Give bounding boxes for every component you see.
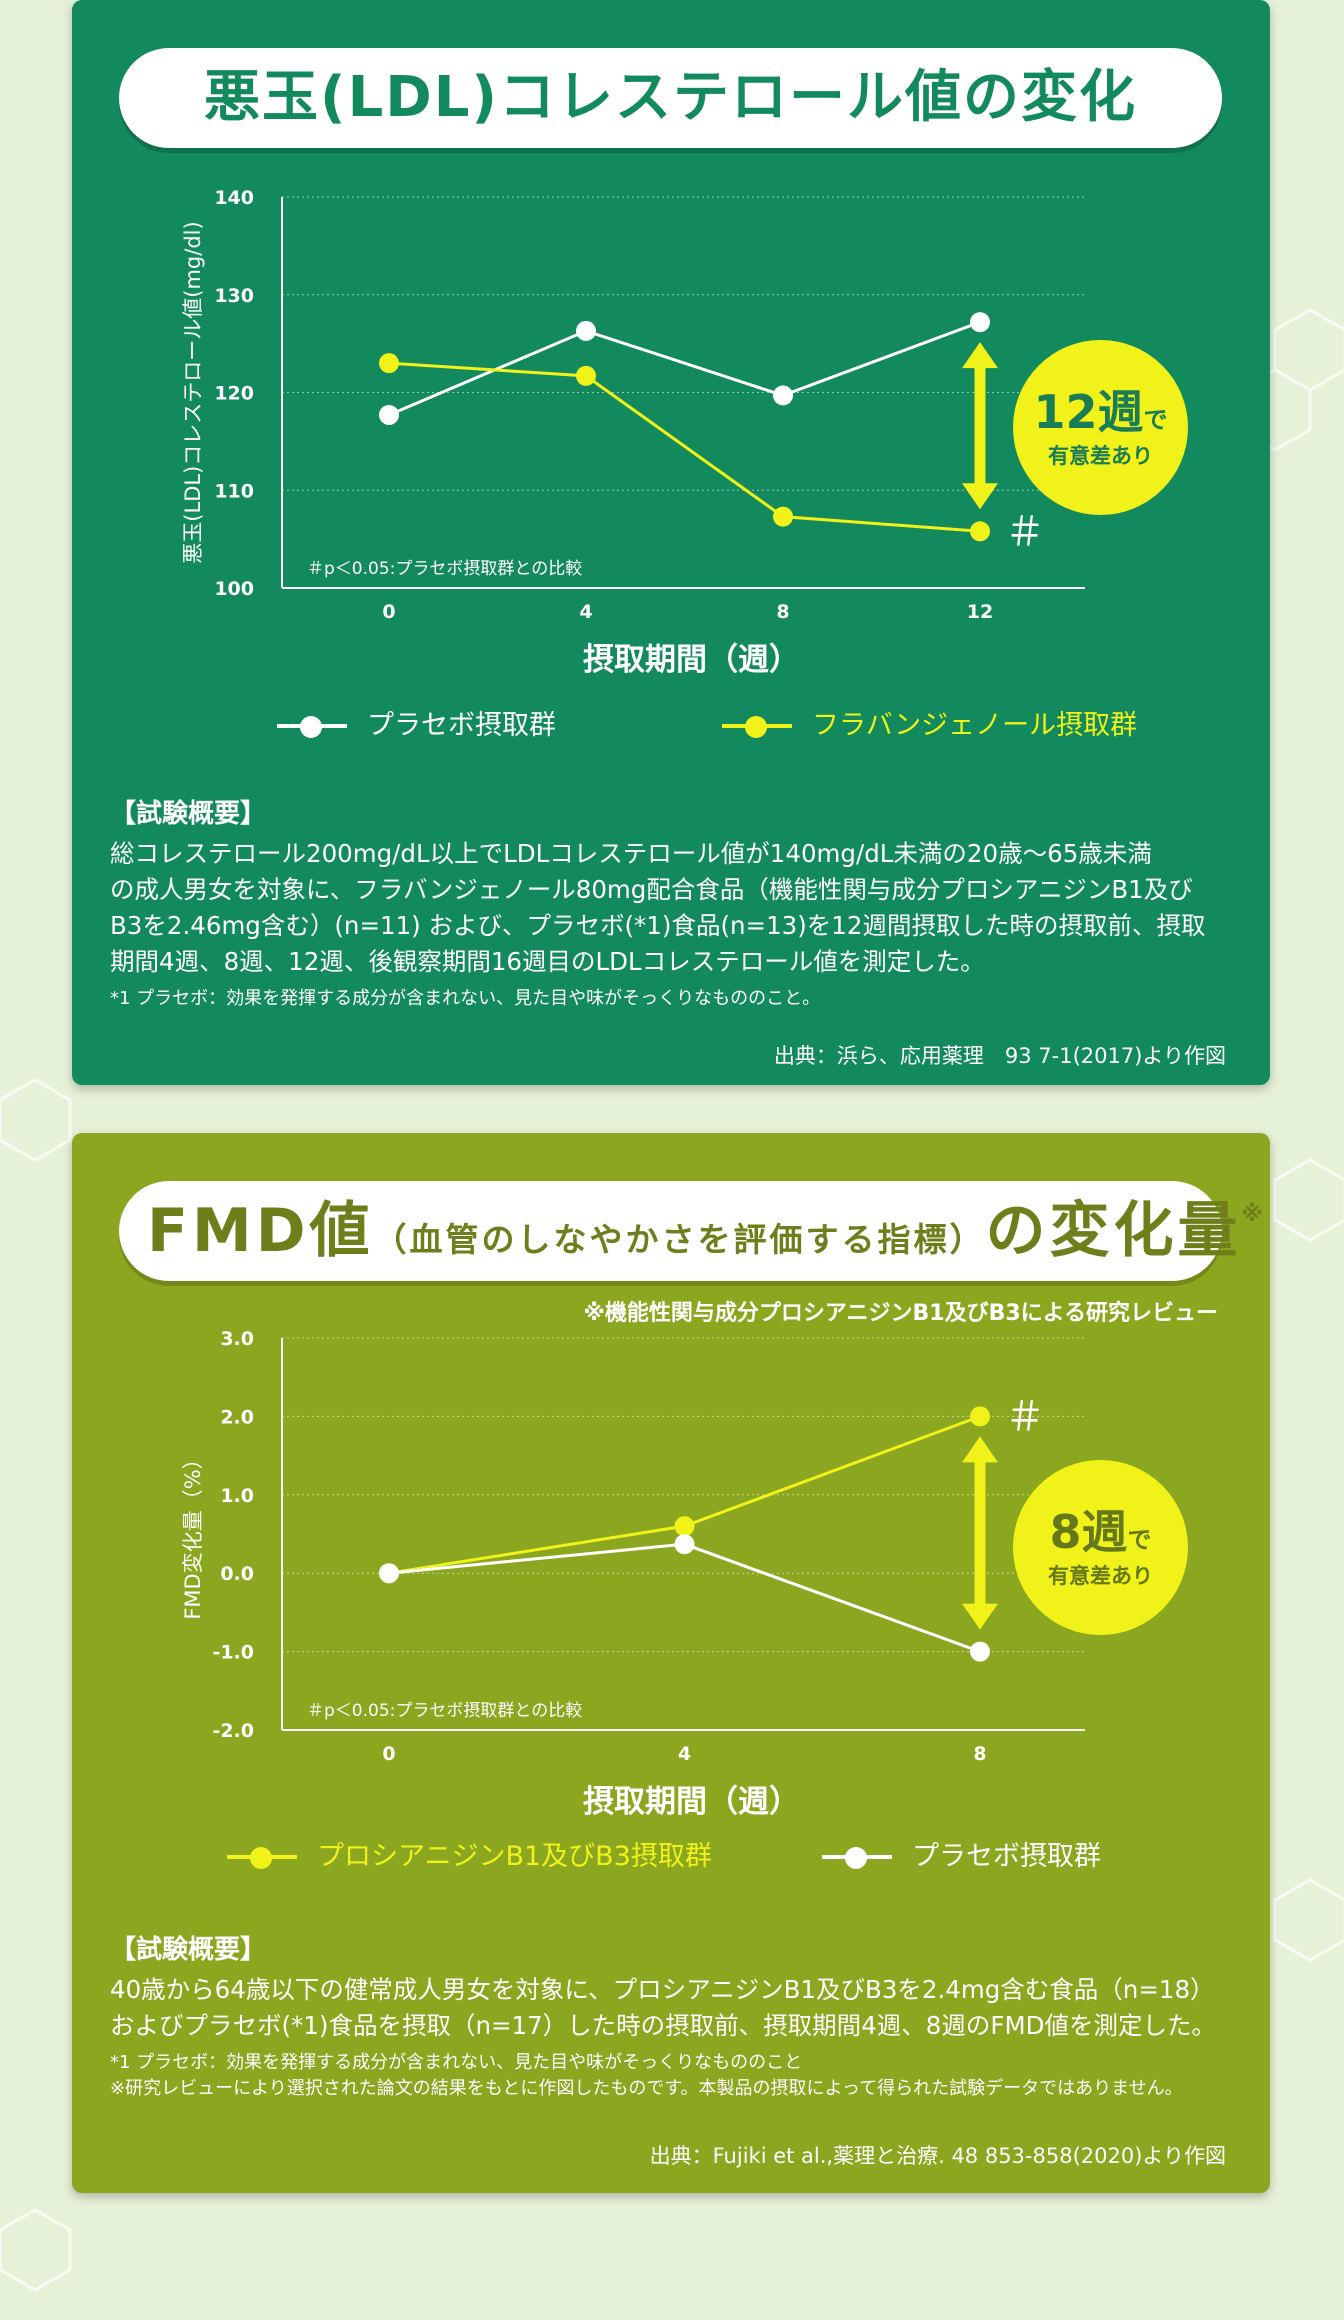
summary-heading: 【試験概要】 xyxy=(110,1935,267,1965)
title-part-fmd: FMD値 xyxy=(147,1196,374,1266)
data-point xyxy=(970,521,990,542)
x-tick-label: 0 xyxy=(382,1743,395,1765)
title-part-change: の変化量 xyxy=(985,1196,1242,1266)
data-point xyxy=(970,1406,990,1427)
series-line xyxy=(388,361,981,533)
summary-heading: 【試験概要】 xyxy=(110,799,267,829)
data-point xyxy=(576,320,596,341)
ldl-badge-suffix: で xyxy=(1143,406,1168,434)
y-axis-label: FMD変化量（%） xyxy=(181,1448,205,1619)
arrow-head-down xyxy=(962,483,998,510)
y-tick-label: 1.0 xyxy=(220,1485,254,1507)
significance-footnote: ＃p＜0.05:プラセボ摂取群との比較 xyxy=(307,559,582,579)
y-tick-label: -1.0 xyxy=(212,1642,254,1664)
fmd-source: 出典：Fujiki et al.,薬理と治療. 48 853-858(2020)… xyxy=(649,2144,1226,2168)
data-point xyxy=(674,1534,695,1555)
significance-hash: ＃ xyxy=(1005,1394,1045,1440)
summary-body: 総コレステロール200mg/dL以上でLDLコレステロール値が140mg/dL未… xyxy=(110,839,1206,976)
x-tick-label: 4 xyxy=(678,1743,691,1765)
summary-note: *1 プラセボ：効果を発揮する成分が含まれない、見た目や味がそっくりなもののこと… xyxy=(110,988,821,1009)
fmd-legend: プロシアニジンB1及びB3摂取群 プラセボ摂取群 xyxy=(227,1837,1227,1877)
arrow-head-down xyxy=(962,1603,998,1630)
significance-hash: ＃ xyxy=(1005,509,1045,555)
title-note-mark: ※ xyxy=(1241,1202,1263,1227)
x-axis-label: 摂取期間（週） xyxy=(583,642,800,678)
y-tick-label: 140 xyxy=(214,187,254,209)
ldl-cholesterol-panel: 悪玉(LDL)コレステロール値の変化 100 110 120 130 140 0 4 8 12 摂… xyxy=(72,0,1270,1085)
data-point xyxy=(674,1516,695,1537)
ldl-legend: プラセボ摂取群 フラバンジェノール摂取群 xyxy=(277,706,1177,746)
y-tick-label: 130 xyxy=(214,285,254,307)
x-tick-label: 4 xyxy=(579,601,592,623)
legend-label: フラバンジェノール摂取群 xyxy=(812,710,1138,741)
legend-label: プロシアニジンB1及びB3摂取群 xyxy=(317,1841,712,1872)
x-tick-label: 8 xyxy=(973,1743,986,1765)
fmd-study-summary: 【試験概要】 40歳から64歳以下の健常成人男女を対象に、プロシアニジンB1及び… xyxy=(110,1929,1216,2102)
data-point xyxy=(970,312,990,333)
y-tick-label: 120 xyxy=(214,383,254,405)
summary-note: *1 プラセボ：効果を発揮する成分が含まれない、見た目や味がそっくりなもののこと… xyxy=(110,2052,1183,2099)
fmd-badge-suffix: で xyxy=(1127,1526,1152,1554)
x-tick-label: 0 xyxy=(382,601,395,623)
significance-footnote: ＃p＜0.05:プラセボ摂取群との比較 xyxy=(307,1701,582,1721)
title-part-sub: （血管のしなやかさを評価する指標） xyxy=(373,1220,986,1259)
x-axis-label: 摂取期間（週） xyxy=(583,1784,800,1820)
legend-label: プラセボ摂取群 xyxy=(912,1841,1101,1872)
data-point xyxy=(379,353,399,374)
fmd-badge-sub: 有意差あり xyxy=(1048,1564,1153,1588)
fmd-badge-weeks: 8週 xyxy=(1049,1505,1128,1559)
summary-body: 40歳から64歳以下の健常成人男女を対象に、プロシアニジンB1及びB3を2.4m… xyxy=(110,1975,1216,2040)
legend-marker xyxy=(745,716,767,738)
data-point xyxy=(379,1563,399,1584)
ldl-line-chart: 100 110 120 130 140 0 4 8 12 摂取期間（週） 悪玉(LDL)コレステロー… xyxy=(181,187,1085,678)
arrow-head-up xyxy=(962,1436,998,1463)
fmd-significance-badge: 8週で 有意差あり xyxy=(1013,1460,1188,1635)
y-tick-label: 110 xyxy=(214,480,254,502)
data-point xyxy=(970,1641,990,1662)
fmd-review-note: ※機能性関与成分プロシアニジンB1及びB3による研究レビュー xyxy=(583,1301,1218,1326)
fmd-line-chart: -2.0 -1.0 0.0 1.0 2.0 3.0 0 4 8 摂取期間（週） FMD変化量（%） ＃… xyxy=(181,1328,1085,1820)
data-point xyxy=(773,506,793,527)
ldl-title-pill: 悪玉(LDL)コレステロール値の変化 xyxy=(119,48,1222,148)
y-tick-label: 0.0 xyxy=(220,1563,254,1585)
ldl-chart-title: 悪玉(LDL)コレステロール値の変化 xyxy=(203,65,1138,130)
y-tick-label: -2.0 xyxy=(212,1720,254,1742)
fmd-chart-title: FMD値（血管のしなやかさを評価する指標）の変化量※ xyxy=(147,1181,1263,1296)
x-tick-label: 12 xyxy=(967,601,993,623)
data-point xyxy=(773,385,793,406)
legend-label: プラセボ摂取群 xyxy=(367,710,556,741)
ldl-badge-sub: 有意差あり xyxy=(1048,444,1153,468)
fmd-panel: FMD値（血管のしなやかさを評価する指標）の変化量※ ※機能性関与成分プロシアニ… xyxy=(72,1133,1270,2193)
data-point xyxy=(576,365,596,386)
ldl-significance-badge: 12週で 有意差あり xyxy=(1013,340,1188,515)
y-axis-label: 悪玉(LDL)コレステロール値(mg/dl) xyxy=(181,221,205,563)
y-tick-label: 100 xyxy=(214,578,254,600)
ldl-badge-weeks: 12週 xyxy=(1033,385,1144,439)
legend-marker xyxy=(250,1847,272,1869)
arrow-head-up xyxy=(962,342,998,369)
legend-marker xyxy=(845,1847,867,1869)
data-point xyxy=(379,404,399,425)
ldl-study-summary: 【試験概要】 総コレステロール200mg/dL以上でLDLコレステロール値が14… xyxy=(110,793,1205,1012)
legend-marker xyxy=(300,716,322,738)
x-tick-label: 8 xyxy=(776,601,789,623)
y-tick-label: 3.0 xyxy=(220,1328,254,1350)
y-tick-label: 2.0 xyxy=(220,1406,254,1428)
ldl-source: 出典：浜ら、応用薬理 93 7-1(2017)より作図 xyxy=(773,1044,1226,1068)
series-line xyxy=(388,320,981,417)
fmd-title-pill: FMD値（血管のしなやかさを評価する指標）の変化量※ xyxy=(119,1181,1263,1281)
